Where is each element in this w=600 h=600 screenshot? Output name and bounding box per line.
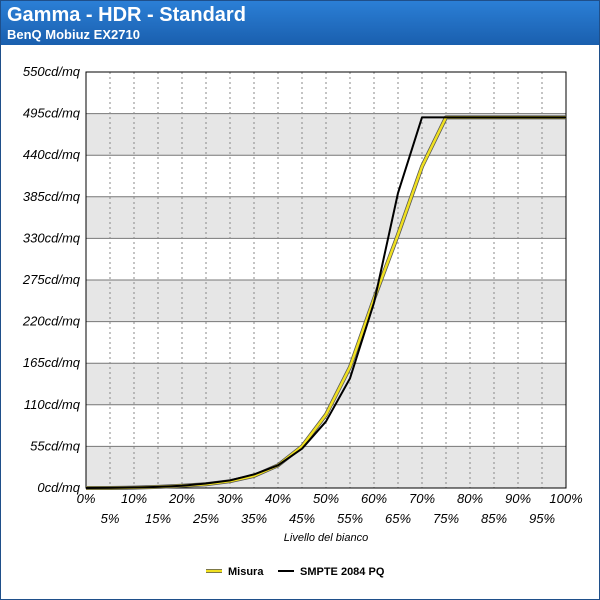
y-axis-ticks: 0cd/mq 55cd/mq 110cd/mq 165cd/mq 220cd/mq 275… xyxy=(22,64,81,495)
x-tick-label: 40% xyxy=(265,491,291,506)
y-tick-label: 275cd/mq xyxy=(22,272,81,287)
x-tick-label: 95% xyxy=(529,511,555,526)
grid-band xyxy=(86,155,566,197)
x-axis-label: Livello del bianco xyxy=(284,532,368,544)
x-tick-label: 55% xyxy=(337,511,363,526)
chart-header: Gamma - HDR - Standard BenQ Mobiuz EX271… xyxy=(1,1,599,45)
x-tick-label: 25% xyxy=(192,511,219,526)
x-tick-label: 30% xyxy=(217,491,243,506)
y-tick-label: 55cd/mq xyxy=(30,438,81,453)
legend-misura-label: Misura xyxy=(228,566,264,578)
y-tick-label: 110cd/mq xyxy=(24,397,81,412)
plot-area-border xyxy=(85,71,567,489)
y-tick-label: 550cd/mq xyxy=(23,64,81,79)
y-tick-label: 440cd/mq xyxy=(23,147,81,162)
x-tick-label: 5% xyxy=(101,511,120,526)
y-tick-label: 495cd/mq xyxy=(23,106,81,121)
x-tick-label: 50% xyxy=(313,491,339,506)
x-tick-label: 80% xyxy=(457,491,483,506)
y-tick-label: 330cd/mq xyxy=(23,230,81,245)
chart-title: Gamma - HDR - Standard xyxy=(7,4,246,26)
y-tick-label: 165cd/mq xyxy=(23,355,81,370)
x-tick-label: 15% xyxy=(145,511,171,526)
x-tick-label: 70% xyxy=(409,491,435,506)
series-smpte-line xyxy=(85,116,566,489)
y-tick-label: 220cd/mq xyxy=(22,314,81,329)
x-tick-label: 0% xyxy=(77,491,96,506)
x-tick-label: 65% xyxy=(385,511,411,526)
x-tick-label: 35% xyxy=(241,511,267,526)
x-tick-label: 20% xyxy=(168,491,195,506)
x-tick-label: 10% xyxy=(121,491,147,506)
x-axis-ticks: 0% 5%10% 15% 20% 25% 30% 35% 40% 45% 50% 55% 60% 65%… xyxy=(77,491,583,526)
grid-band xyxy=(86,280,566,322)
x-tick-label: 85% xyxy=(481,511,507,526)
x-tick-label: 100% xyxy=(549,491,582,506)
legend: Misura SMPTE 2084 PQ xyxy=(206,566,385,578)
x-tick-label: 75% xyxy=(433,511,459,526)
x-tick-label: 45% xyxy=(289,511,315,526)
series-lines xyxy=(85,115,566,490)
y-tick-label: 385cd/mq xyxy=(23,189,81,204)
legend-smpte-label: SMPTE 2084 PQ xyxy=(300,566,385,578)
y-tick-label: 0cd/mq xyxy=(37,480,80,495)
x-tick-label: 60% xyxy=(361,491,387,506)
x-tick-label: 90% xyxy=(505,491,531,506)
chart-subtitle: BenQ Mobiuz EX2710 xyxy=(7,27,140,42)
